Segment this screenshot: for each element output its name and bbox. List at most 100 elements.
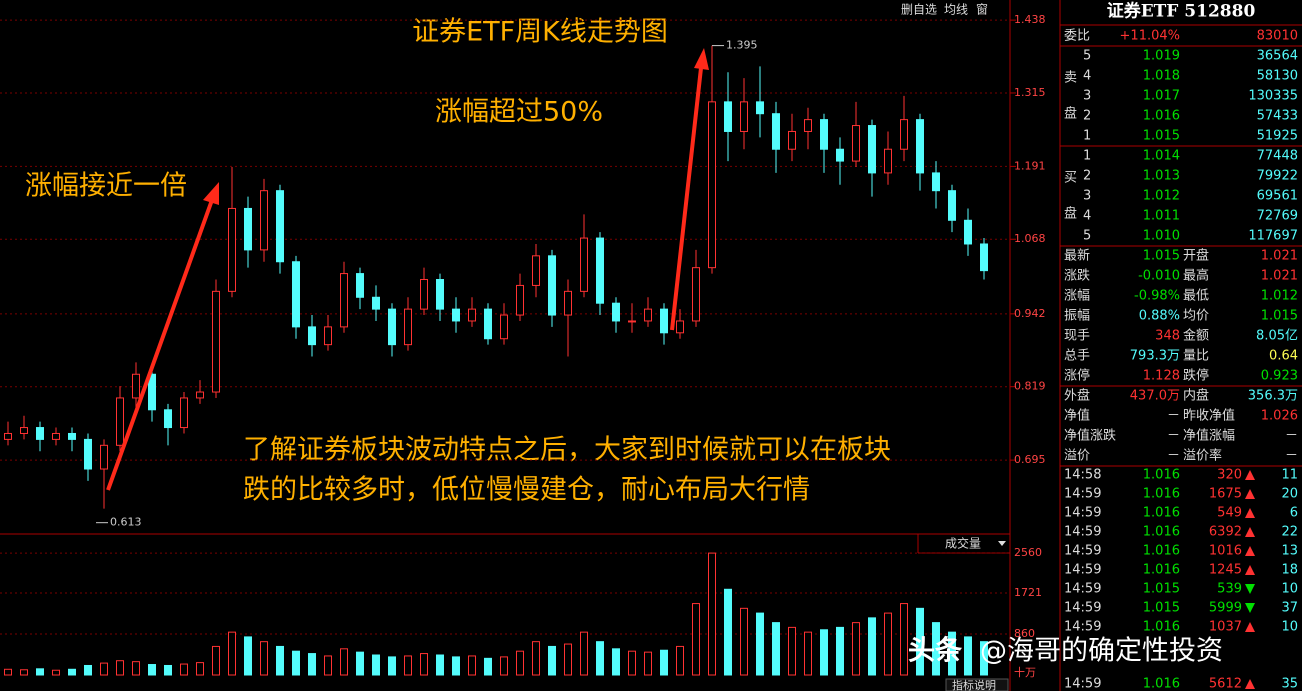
candle-body [308, 326, 316, 346]
panel-text: 13 [1281, 544, 1298, 559]
candle-body [212, 290, 220, 393]
panel-text: 57433 [1257, 109, 1298, 124]
volume-bar [884, 612, 892, 676]
candle-body [724, 101, 732, 132]
panel-text: 金额 [1183, 328, 1209, 344]
panel-text: 5 [1083, 49, 1091, 64]
candle-body [228, 207, 236, 292]
candle-body [612, 302, 620, 322]
volume-bar [772, 622, 780, 676]
panel-text: 356.3万 [1248, 389, 1298, 404]
candle-body [804, 119, 812, 132]
volume-bar [116, 660, 124, 676]
candle-body [20, 427, 28, 434]
volume-bar [4, 668, 12, 676]
candle-body [516, 284, 524, 316]
volume-bar [516, 650, 524, 676]
panel-text: 最高 [1183, 268, 1209, 284]
panel-text: 0.64 [1269, 349, 1298, 364]
panel-text: 18 [1281, 563, 1298, 578]
panel-text: 溢价 [1064, 449, 1090, 464]
panel-text: 1.016 [1143, 109, 1180, 124]
candle-body [100, 444, 108, 470]
panel-text: 37 [1281, 601, 1298, 616]
panel-text: 4 [1083, 209, 1091, 224]
volume-bar [84, 664, 92, 676]
panel-text: 14:59 [1064, 601, 1101, 616]
panel-text: 昨收净值 [1183, 408, 1235, 424]
watermark: 头条 @海哥的确定性投资 [908, 636, 1223, 667]
volume-bar [564, 643, 572, 676]
panel-text: 最低 [1183, 289, 1209, 304]
panel-text: 2 [1083, 169, 1091, 184]
candle-body [404, 308, 412, 346]
volume-title: 成交量 [945, 536, 981, 551]
volume-bar [260, 641, 268, 676]
panel-text: 77448 [1257, 149, 1298, 164]
volume-bar [340, 648, 348, 676]
panel-text: 22 [1281, 525, 1298, 540]
volume-bar [292, 650, 300, 676]
annotation: 跌的比较多时，低位慢慢建仓，耐心布局大行情 [243, 475, 810, 506]
candle-body [324, 326, 332, 346]
panel-text: 1016 [1209, 544, 1242, 559]
panel-text: 6 [1290, 506, 1298, 521]
panel-text: 348 [1155, 329, 1180, 344]
panel-text: 69561 [1257, 189, 1298, 204]
panel-text: 振幅 [1064, 309, 1090, 324]
panel-text: 35 [1281, 677, 1298, 691]
panel-text: 1.018 [1143, 69, 1180, 84]
panel-text: 130335 [1248, 89, 1298, 104]
panel-text: － [1285, 449, 1298, 464]
y-tick-label: 1.068 [1014, 232, 1046, 245]
panel-text: 3 [1083, 89, 1091, 104]
volume-bar [148, 664, 156, 676]
panel-text: 14:59 [1064, 582, 1101, 597]
panel-text: 1.014 [1143, 149, 1180, 164]
price-pane: 1.438 1.315 1.191 1.068 0.942 0.819 0.695 1.395… [0, 13, 1046, 529]
panel-text: 开盘 [1183, 248, 1209, 264]
panel-text: － [1167, 429, 1180, 444]
candle-body [36, 427, 44, 440]
toolbar-button[interactable]: 均线 [944, 3, 968, 17]
candle-body [548, 255, 556, 316]
panel-text: 36564 [1257, 49, 1298, 64]
volume-bar [836, 626, 844, 676]
arrow-down [1245, 603, 1255, 613]
candle-body [564, 290, 572, 316]
panel-text: +11.04% [1120, 29, 1180, 44]
panel-text: 2 [1083, 109, 1091, 124]
y-tick-label: 1.315 [1014, 86, 1046, 99]
panel-text: 793.3万 [1130, 349, 1180, 364]
candle-body [836, 148, 844, 162]
volume-bar [228, 631, 236, 676]
panel-text: 0.88% [1139, 309, 1180, 324]
candle-body [132, 373, 140, 399]
panel-text: 1037 [1209, 620, 1242, 635]
panel-text: 1.012 [1261, 289, 1298, 304]
candle-body [788, 130, 796, 150]
toolbar-button[interactable]: 窗 [976, 3, 988, 17]
candle-body [180, 397, 188, 429]
toolbar-button[interactable]: 删自选 [901, 3, 937, 17]
volume-bar [20, 669, 28, 676]
candle-body [452, 308, 460, 322]
candle-body [644, 308, 652, 322]
quote-panel: 证券ETF 512880 委比 +11.04% 83010 5 1.019 36564 4 1.… [1060, 1, 1302, 691]
volume-bar [100, 662, 108, 676]
candle-body [52, 432, 60, 440]
panel-text: 外盘 [1064, 388, 1090, 404]
volume-bar [388, 656, 396, 676]
panel-text: 72769 [1257, 209, 1298, 224]
panel-text: 1.015 [1143, 249, 1180, 264]
candle-body [740, 101, 748, 132]
panel-text: 盘 [1064, 206, 1077, 222]
indicator-button-label[interactable]: 指标说明 [952, 678, 996, 691]
panel-text: 1.019 [1143, 49, 1180, 64]
volume-bar [452, 656, 460, 676]
panel-text: 320 [1217, 468, 1242, 483]
arrow-up [1245, 546, 1255, 556]
volume-bar [164, 664, 172, 676]
panel-text: 1.016 [1143, 620, 1180, 635]
